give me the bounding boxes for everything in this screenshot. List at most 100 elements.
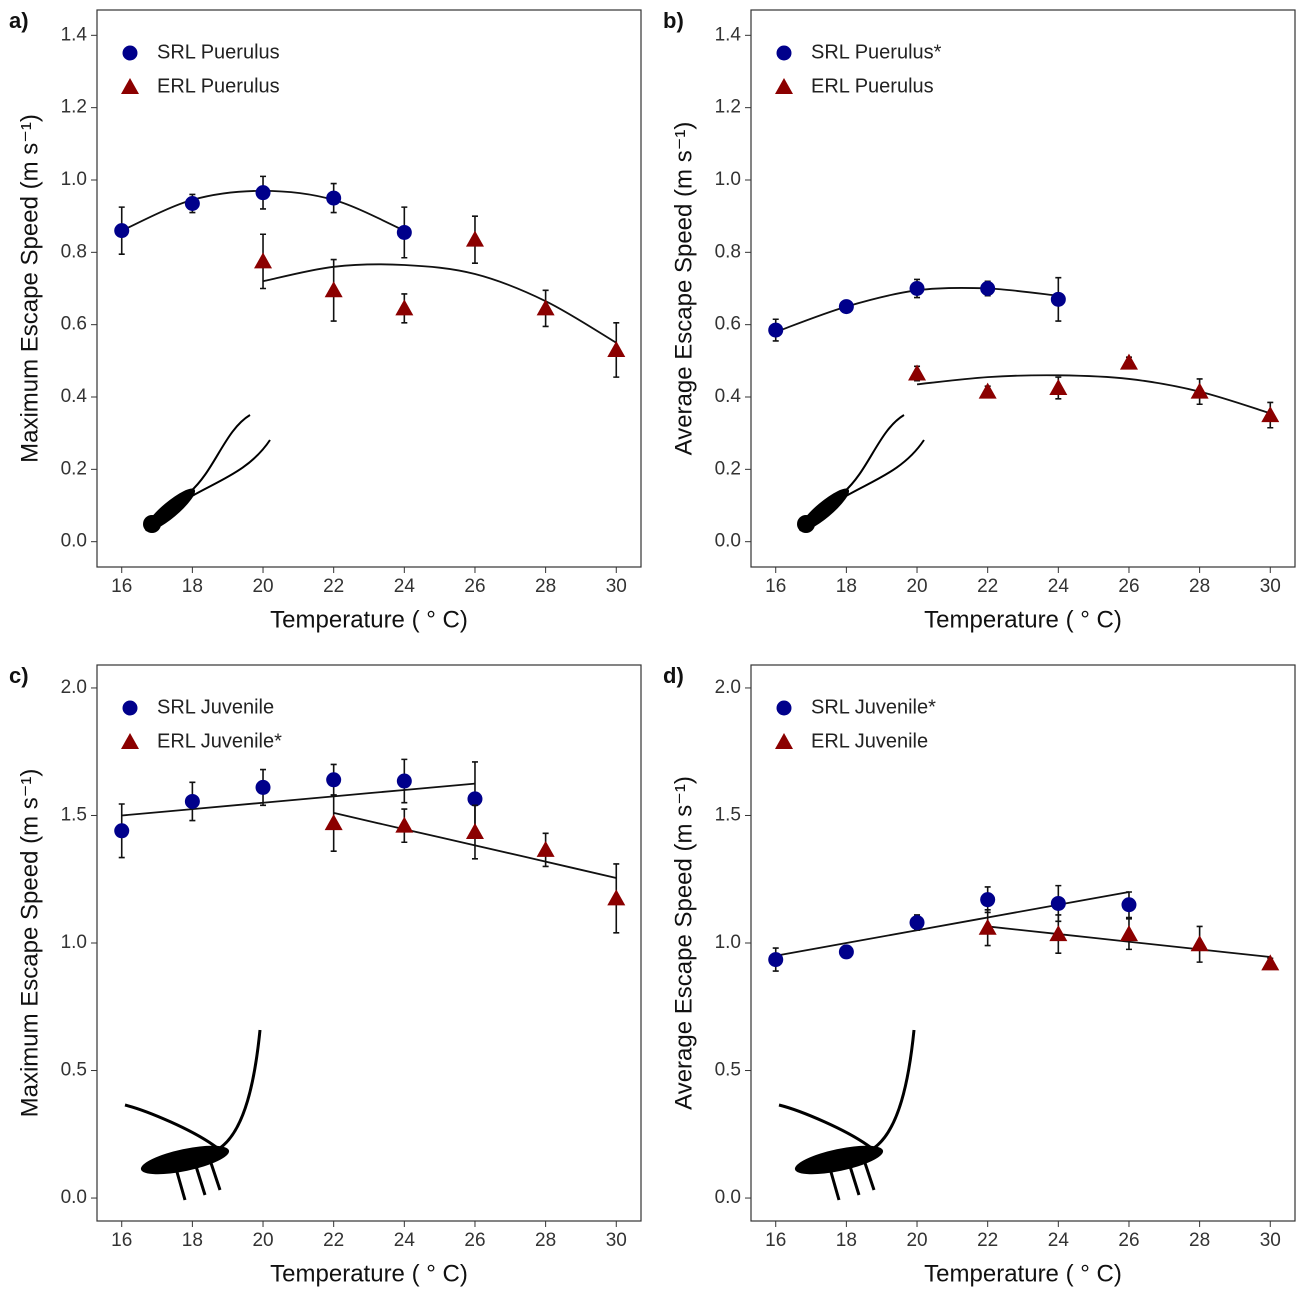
point (324, 814, 343, 831)
point (1119, 925, 1138, 942)
x-tick-label: 30 (606, 1230, 627, 1251)
x-tick-label: 30 (1260, 1230, 1281, 1251)
legend-marker (775, 78, 793, 94)
legend-label: ERL Juvenile* (157, 730, 282, 752)
y-tick-label: 0.0 (61, 1187, 87, 1208)
x-tick-label: 20 (252, 576, 273, 597)
point (1050, 291, 1066, 307)
point (909, 281, 925, 296)
legend-label: ERL Juvenile (811, 730, 928, 752)
x-tick-label: 28 (535, 576, 556, 597)
point (980, 281, 996, 296)
point (607, 889, 626, 906)
point (1049, 378, 1068, 395)
y-tick-label: 0.4 (61, 386, 88, 407)
x-tick-label: 26 (1118, 1230, 1139, 1251)
point (1050, 895, 1066, 911)
y-tick-label: 1.0 (715, 169, 741, 190)
legend-marker (121, 733, 139, 749)
legend-label: ERL Puerulus (811, 75, 934, 97)
y-axis-label: Maximum Escape Speed (m s⁻¹) (16, 769, 43, 1118)
y-tick-label: 0.8 (715, 241, 741, 262)
y-axis-label: Maximum Escape Speed (m s⁻¹) (16, 114, 43, 463)
point (909, 915, 925, 931)
lobster-icon (777, 1028, 916, 1202)
lobster-icon (139, 414, 271, 538)
x-tick-label: 24 (1048, 576, 1070, 597)
y-tick-label: 0.6 (61, 314, 87, 335)
point (768, 952, 784, 968)
y-tick-label: 1.0 (715, 932, 741, 953)
point (465, 230, 484, 247)
legend-label: SRL Puerulus (157, 41, 280, 63)
point (1190, 935, 1209, 952)
x-tick-label: 26 (464, 1230, 485, 1251)
x-tick-label: 20 (906, 576, 927, 597)
x-tick-label: 18 (836, 1230, 857, 1251)
x-tick-label: 24 (394, 1230, 416, 1251)
panel-label: a) (9, 8, 29, 33)
x-tick-label: 20 (252, 1230, 273, 1251)
fit-line (916, 374, 1271, 415)
point (1190, 382, 1209, 399)
point (607, 340, 626, 357)
y-axis-label: Average Escape Speed (m s⁻¹) (670, 776, 697, 1110)
y-tick-label: 1.5 (61, 804, 87, 825)
point (768, 322, 784, 338)
x-axis-label: Temperature ( ° C) (924, 1260, 1122, 1287)
y-tick-label: 0.2 (61, 458, 87, 479)
point (254, 252, 273, 269)
point (255, 779, 271, 795)
x-tick-label: 30 (606, 576, 627, 597)
plot-frame (750, 9, 1296, 568)
point (908, 364, 927, 381)
x-axis-label: Temperature ( ° C) (270, 1260, 468, 1287)
y-tick-label: 0.2 (715, 458, 741, 479)
y-tick-label: 2.0 (715, 677, 741, 698)
x-tick-label: 18 (836, 576, 857, 597)
x-tick-label: 16 (111, 1230, 132, 1251)
y-tick-label: 1.2 (61, 97, 87, 118)
x-tick-label: 16 (765, 576, 786, 597)
point (1049, 925, 1068, 942)
x-tick-label: 24 (1048, 1230, 1070, 1251)
legend-label: SRL Juvenile (157, 696, 274, 718)
point (838, 299, 854, 315)
legend-marker (122, 45, 138, 61)
x-tick-label: 18 (182, 1230, 203, 1251)
y-tick-label: 0.5 (61, 1060, 87, 1081)
point (536, 840, 555, 857)
x-tick-label: 26 (464, 576, 485, 597)
point (396, 224, 412, 240)
x-tick-label: 26 (1118, 576, 1139, 597)
legend-marker (775, 733, 793, 749)
point (184, 196, 200, 212)
x-tick-label: 30 (1260, 576, 1281, 597)
x-axis-label: Temperature ( ° C) (924, 606, 1122, 633)
point (326, 190, 342, 206)
x-tick-label: 28 (535, 1230, 556, 1251)
lobster-icon (123, 1028, 262, 1202)
point (114, 223, 130, 239)
legend-marker (776, 45, 792, 61)
legend-label: SRL Puerulus* (811, 41, 942, 63)
x-axis-label: Temperature ( ° C) (270, 606, 468, 633)
y-axis-label: Average Escape Speed (m s⁻¹) (670, 122, 697, 456)
y-tick-label: 0.6 (715, 314, 741, 335)
y-tick-label: 0.0 (715, 531, 741, 552)
fit-line (262, 263, 617, 344)
point (395, 299, 414, 316)
point (1261, 406, 1280, 423)
legend-label: SRL Juvenile* (811, 696, 936, 718)
point (1121, 897, 1137, 913)
y-tick-label: 1.5 (715, 804, 741, 825)
x-tick-label: 18 (182, 576, 203, 597)
y-tick-label: 2.0 (61, 677, 87, 698)
point (467, 791, 483, 807)
x-tick-label: 16 (765, 1230, 786, 1251)
y-tick-label: 0.4 (715, 386, 742, 407)
point (978, 918, 997, 935)
y-tick-label: 0.0 (61, 531, 87, 552)
panel-label: d) (663, 663, 684, 688)
